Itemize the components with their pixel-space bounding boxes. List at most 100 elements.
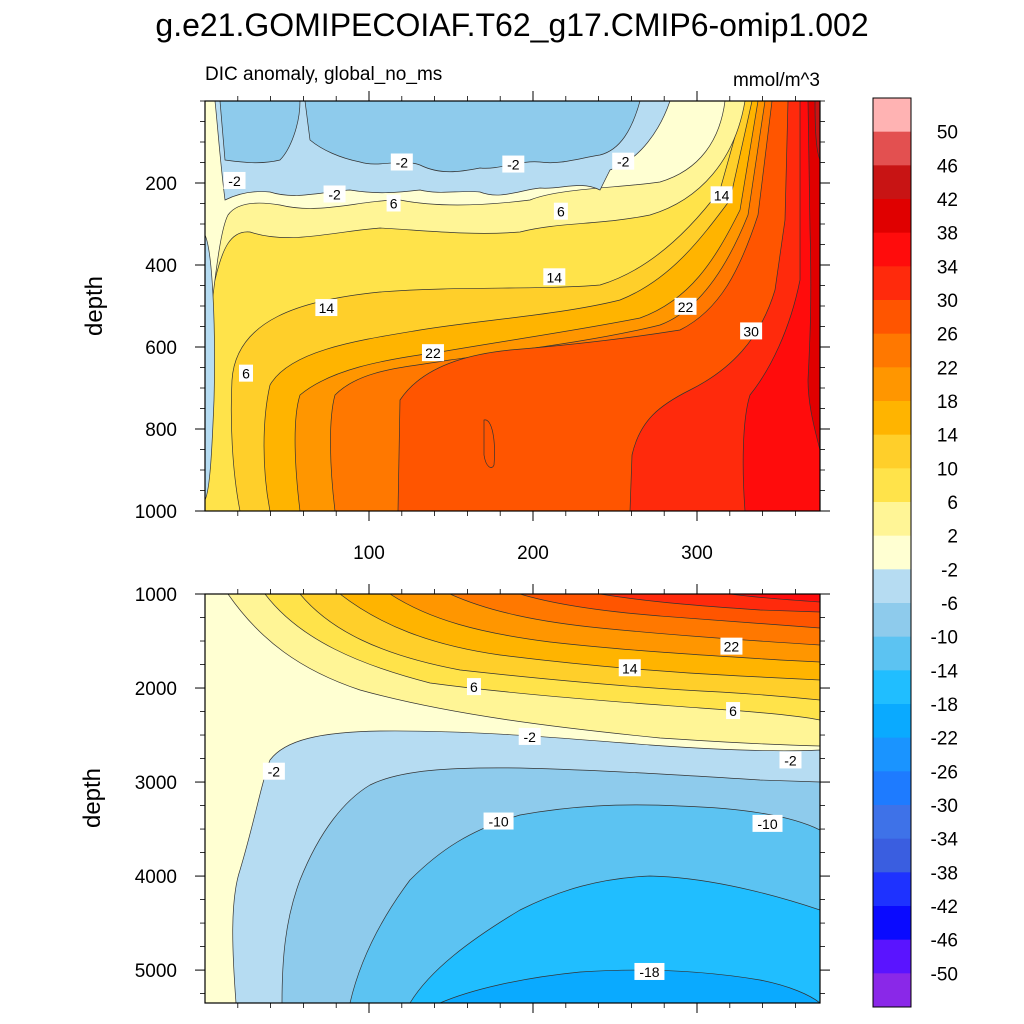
contour-label-text: 22 xyxy=(425,345,441,361)
contour-label-text: -2 xyxy=(228,173,241,189)
colorbar-swatch xyxy=(873,300,911,335)
bottom-contour-fill xyxy=(205,594,820,1003)
contour-label-bg xyxy=(518,727,541,745)
contour-label-text: -2 xyxy=(523,729,536,745)
colorbar-swatch xyxy=(873,737,911,772)
contour-label-bg xyxy=(262,762,285,780)
contour-label: -18 xyxy=(634,962,665,980)
contour-label-text: 6 xyxy=(242,366,250,382)
contour-label: -2 xyxy=(390,153,413,171)
contour-label: 14 xyxy=(543,268,566,286)
colorbar-swatch xyxy=(873,232,911,267)
colorbar-label: -38 xyxy=(931,863,958,884)
colorbar-label: 46 xyxy=(937,156,958,177)
contour-label: -2 xyxy=(323,185,346,203)
contour-label: -10 xyxy=(752,814,783,832)
contour-label: 14 xyxy=(710,186,733,204)
y-tick-label: 2000 xyxy=(135,679,177,700)
contour-label-bg xyxy=(323,185,346,203)
colorbar-swatch xyxy=(873,468,911,503)
colorbar-swatch xyxy=(873,131,911,166)
colorbar-label: 6 xyxy=(947,493,958,514)
contour-label: 30 xyxy=(740,322,763,340)
contour-label-text: -2 xyxy=(507,157,520,173)
contour-label: -10 xyxy=(483,812,514,830)
colorbar-label: 42 xyxy=(937,190,958,211)
contour-label-text: -2 xyxy=(396,155,409,171)
colorbar-frame xyxy=(872,97,912,1008)
colorbar-swatch xyxy=(873,266,911,301)
colorbar-label: 34 xyxy=(937,257,959,278)
figure-title: g.e21.GOMIPECOIAF.T62_g17.CMIP6-omip1.00… xyxy=(155,7,868,43)
contour-label: 6 xyxy=(386,194,401,212)
colorbar-label: 22 xyxy=(937,358,958,379)
contour-label-bg xyxy=(553,202,568,220)
contour-label-bg xyxy=(740,322,763,340)
colorbar-label: 38 xyxy=(937,224,958,245)
contour-label-text: 22 xyxy=(678,299,694,315)
contour-label: -2 xyxy=(223,171,246,189)
contour-label: 22 xyxy=(720,637,743,655)
contour-label: -2 xyxy=(518,727,541,745)
contour-label: 14 xyxy=(618,659,641,677)
contour-label-bg xyxy=(421,344,444,362)
colorbar-swatch xyxy=(873,771,911,806)
colorbar-label: 2 xyxy=(947,527,958,548)
colorbar-label: -26 xyxy=(931,762,958,783)
y-tick-label: 200 xyxy=(145,174,177,195)
bottom-contour-labels: 22 14 6 6 -2 -2 -2 -10 -10 -18 xyxy=(262,637,802,980)
colorbar-swatch xyxy=(873,401,911,436)
y-tick-label: 400 xyxy=(145,256,177,277)
contour-label-text: 6 xyxy=(729,703,737,719)
y-tick-label: 800 xyxy=(145,420,177,441)
top-contour-labels: -2 -2 -2 -2 -2 6 6 14 14 14 22 22 30 6 xyxy=(223,152,763,382)
colorbar-swatch xyxy=(873,434,911,469)
colorbar-label: 26 xyxy=(937,325,958,346)
colorbar-label: -18 xyxy=(931,695,958,716)
y-tick-label: 1000 xyxy=(135,502,177,523)
contour-label-bg xyxy=(612,152,635,170)
colorbar-swatch xyxy=(873,535,911,570)
contour-label-text: 14 xyxy=(622,660,638,676)
contour-label-text: -10 xyxy=(757,816,777,832)
y-tick-label: 600 xyxy=(145,338,177,359)
colorbar-swatch xyxy=(873,367,911,402)
colorbar-swatch xyxy=(873,502,911,537)
colorbar-swatch xyxy=(873,805,911,840)
colorbar-label: -6 xyxy=(941,594,958,615)
top-y-axis-title: depth xyxy=(81,276,108,336)
bottom-panel: 22 14 6 6 -2 -2 -2 -10 -10 -18 depth 1000 2000 3000… xyxy=(79,584,830,1013)
colorbar-label: -46 xyxy=(931,931,958,952)
contour-label-text: -2 xyxy=(617,154,630,170)
contour-label: 14 xyxy=(315,299,338,317)
top-panel: -2 -2 -2 -2 -2 6 6 14 14 14 22 22 30 6 DIC anomaly, g… xyxy=(81,64,830,564)
colorbar-label: 18 xyxy=(937,392,958,413)
top-axes: 100 200 300 200 400 600 800 1000 xyxy=(135,91,830,564)
contour-label-text: 14 xyxy=(319,300,335,316)
y-tick-label: 4000 xyxy=(135,867,177,888)
contour-label-text: -2 xyxy=(268,764,281,780)
contour-label-bg xyxy=(726,702,741,720)
contour-label: 6 xyxy=(553,202,568,220)
contour-label-bg xyxy=(483,812,514,830)
bottom-y-axis-title: depth xyxy=(79,768,106,828)
contour-label-bg xyxy=(543,268,566,286)
contour-label-bg xyxy=(752,814,783,832)
colorbar-label: 10 xyxy=(937,459,958,480)
y-tick-label: 1000 xyxy=(135,585,177,606)
colorbar-swatch xyxy=(873,333,911,368)
colorbar-swatch xyxy=(873,165,911,200)
top-contour-fill xyxy=(205,101,820,511)
contour-label-text: 14 xyxy=(714,187,730,203)
contour-label-bg xyxy=(315,299,338,317)
contour-label: 22 xyxy=(421,344,444,362)
colorbar-swatch xyxy=(873,906,911,941)
contour-label-bg xyxy=(390,153,413,171)
contour-label-text: -2 xyxy=(328,186,341,202)
colorbar-label: -22 xyxy=(931,729,958,750)
contour-label-bg xyxy=(634,962,665,980)
colorbar-label: 30 xyxy=(937,291,958,312)
colorbar-label: -14 xyxy=(931,661,959,682)
x-tick-label: 300 xyxy=(681,543,713,564)
